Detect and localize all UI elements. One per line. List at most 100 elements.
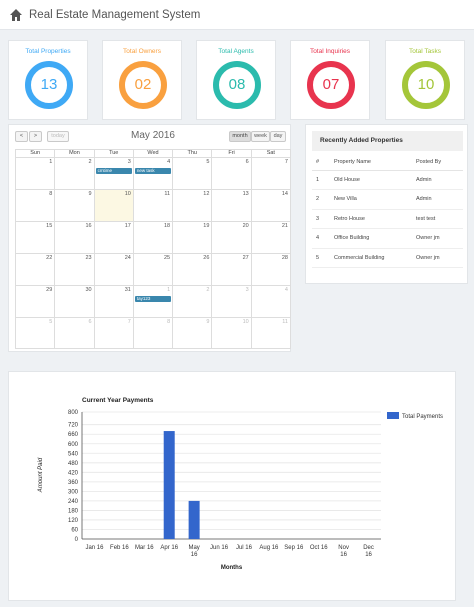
table-cell: Office Building bbox=[330, 228, 412, 249]
stat-card[interactable]: Total Inquiries 07 bbox=[290, 40, 370, 120]
calendar-day-cell[interactable]: 27 bbox=[211, 254, 250, 285]
day-number: 11 bbox=[282, 319, 288, 325]
x-tick-label: Mar 16 bbox=[135, 545, 154, 551]
calendar-day-cell[interactable]: 11 bbox=[132, 190, 172, 221]
calendar-day-cell[interactable]: 29 bbox=[16, 286, 54, 317]
calendar-day-cell[interactable]: 7 bbox=[250, 158, 290, 189]
home-icon[interactable] bbox=[9, 8, 23, 22]
day-number: 2 bbox=[88, 159, 92, 165]
table-row[interactable]: 1 Old House Admin bbox=[312, 170, 463, 190]
table-cell: Admin bbox=[412, 189, 463, 210]
weekday-label: Fri bbox=[211, 150, 250, 157]
x-tick-label: Aug 16 bbox=[259, 545, 279, 551]
x-tick-label: Sep 16 bbox=[284, 545, 304, 551]
panel-title: Recently Added Properties bbox=[312, 131, 463, 151]
day-number: 1 bbox=[49, 159, 53, 165]
calendar-day-cell[interactable]: 14 bbox=[250, 190, 290, 221]
day-view-button[interactable]: day bbox=[270, 131, 286, 142]
table-header-row: # Property Name Posted By bbox=[312, 155, 463, 171]
calendar-event[interactable]: cmtime bbox=[95, 168, 132, 174]
calendar-day-cell[interactable]: 22 bbox=[16, 254, 54, 285]
calendar-day-cell[interactable]: 21 bbox=[250, 222, 290, 253]
weekday-label: Thu bbox=[172, 150, 211, 157]
stat-card[interactable]: Total Tasks 10 bbox=[385, 40, 465, 120]
calendar-day-cell[interactable]: 30 bbox=[54, 286, 93, 317]
calendar-event[interactable]: tay123 bbox=[134, 296, 172, 302]
y-tick-label: 540 bbox=[68, 451, 79, 457]
calendar-day-cell[interactable]: 10 bbox=[93, 190, 133, 221]
calendar-day-cell[interactable]: 19 bbox=[172, 222, 211, 253]
calendar-day-cell[interactable]: 1 tay123 bbox=[132, 286, 172, 317]
calendar-day-cell[interactable]: 9 bbox=[172, 318, 211, 348]
calendar-day-cell[interactable]: 2 bbox=[54, 158, 93, 189]
stat-label: Total Agents bbox=[218, 48, 254, 55]
table-cell: Retro House bbox=[330, 209, 412, 229]
calendar-day-cell[interactable]: 5 bbox=[172, 158, 211, 189]
calendar-day-cell[interactable]: 16 bbox=[54, 222, 93, 253]
calendar-day-cell[interactable]: 26 bbox=[172, 254, 211, 285]
calendar-day-cell[interactable]: 17 bbox=[93, 222, 133, 253]
stat-ring bbox=[119, 61, 167, 109]
y-tick-label: 60 bbox=[71, 527, 78, 533]
weekday-label: Sun bbox=[30, 150, 41, 156]
y-tick-label: 300 bbox=[68, 489, 79, 495]
weekday-label: Mon bbox=[54, 150, 93, 157]
today-button[interactable]: today bbox=[47, 131, 69, 142]
table-row[interactable]: 4 Office Building Owner jm bbox=[312, 228, 463, 249]
calendar-day-cell[interactable]: 8 bbox=[132, 318, 172, 348]
calendar-day-cell[interactable]: 2 bbox=[172, 286, 211, 317]
calendar-day-cell[interactable]: 6 bbox=[211, 158, 250, 189]
stat-card[interactable]: Total Agents 08 bbox=[196, 40, 276, 120]
stat-card[interactable]: Total Properties 13 bbox=[8, 40, 88, 120]
calendar-day-cell[interactable]: 23 bbox=[54, 254, 93, 285]
weekday-label: Sat bbox=[250, 150, 290, 157]
week-view-button[interactable]: week bbox=[251, 131, 270, 142]
table-row[interactable]: 2 New Villa Admin bbox=[312, 189, 463, 210]
y-tick-label: 240 bbox=[68, 499, 79, 505]
prev-month-button[interactable]: < bbox=[15, 131, 28, 142]
stat-card[interactable]: Total Owners 02 bbox=[102, 40, 182, 120]
table-cell: 2 bbox=[312, 189, 330, 210]
stat-label: Total Inquiries bbox=[309, 48, 351, 55]
day-number: 19 bbox=[203, 223, 210, 229]
day-number: 8 bbox=[167, 319, 171, 325]
day-number: 5 bbox=[49, 319, 53, 325]
calendar-day-cell[interactable]: 10 bbox=[211, 318, 250, 348]
calendar-day-cell[interactable]: 28 bbox=[250, 254, 290, 285]
calendar-week-row: 22 23 24 25 26 27 28 bbox=[15, 253, 291, 285]
calendar-grid: Sun Mon Tue Wed Thu Fri Sat 1 2 3 cmtime 4 new task 5… bbox=[15, 149, 291, 349]
calendar-day-cell[interactable]: 3 cmtime bbox=[93, 158, 133, 189]
calendar-day-cell[interactable]: 7 bbox=[93, 318, 133, 348]
calendar-day-cell[interactable]: 1 bbox=[16, 158, 54, 189]
month-view-button[interactable]: month bbox=[229, 131, 251, 142]
calendar-day-cell[interactable]: 25 bbox=[132, 254, 172, 285]
table-cell: Owner jm bbox=[412, 248, 463, 268]
x-tick-label: Apr 16 bbox=[160, 545, 178, 551]
calendar-day-cell[interactable]: 31 bbox=[93, 286, 133, 317]
calendar-day-cell[interactable]: 5 bbox=[16, 318, 54, 348]
payments-chart: 0 60 120 180 240 300 360 420 480 540 600 660 720 800 J… bbox=[38, 397, 443, 571]
calendar-day-cell[interactable]: 18 bbox=[132, 222, 172, 253]
calendar-day-cell[interactable]: 24 bbox=[93, 254, 133, 285]
calendar-day-cell[interactable]: 3 bbox=[211, 286, 250, 317]
stat-label: Total Owners bbox=[123, 48, 161, 55]
calendar-day-cell[interactable]: 4 bbox=[250, 286, 290, 317]
table-cell: Old House bbox=[330, 170, 412, 190]
calendar-event[interactable]: new task bbox=[134, 168, 172, 174]
calendar-day-cell[interactable]: 9 bbox=[54, 190, 93, 221]
calendar-day-cell[interactable]: 4 new task bbox=[132, 158, 172, 189]
calendar-day-cell[interactable]: 20 bbox=[211, 222, 250, 253]
day-number: 18 bbox=[164, 223, 171, 229]
calendar-day-cell[interactable]: 11 bbox=[250, 318, 290, 348]
table-row[interactable]: 3 Retro House test test bbox=[312, 209, 463, 229]
stat-value: 02 bbox=[134, 76, 152, 93]
calendar-day-cell[interactable]: 13 bbox=[211, 190, 250, 221]
calendar-day-cell[interactable]: 8 bbox=[16, 190, 54, 221]
stat-ring bbox=[213, 61, 261, 109]
calendar-weekday-header: Sun Mon Tue Wed Thu Fri Sat bbox=[15, 149, 291, 157]
table-row[interactable]: 5 Commercial Building Owner jm bbox=[312, 248, 463, 268]
calendar-day-cell[interactable]: 12 bbox=[172, 190, 211, 221]
calendar-day-cell[interactable]: 15 bbox=[16, 222, 54, 253]
next-month-button[interactable]: > bbox=[29, 131, 42, 142]
calendar-day-cell[interactable]: 6 bbox=[54, 318, 93, 348]
